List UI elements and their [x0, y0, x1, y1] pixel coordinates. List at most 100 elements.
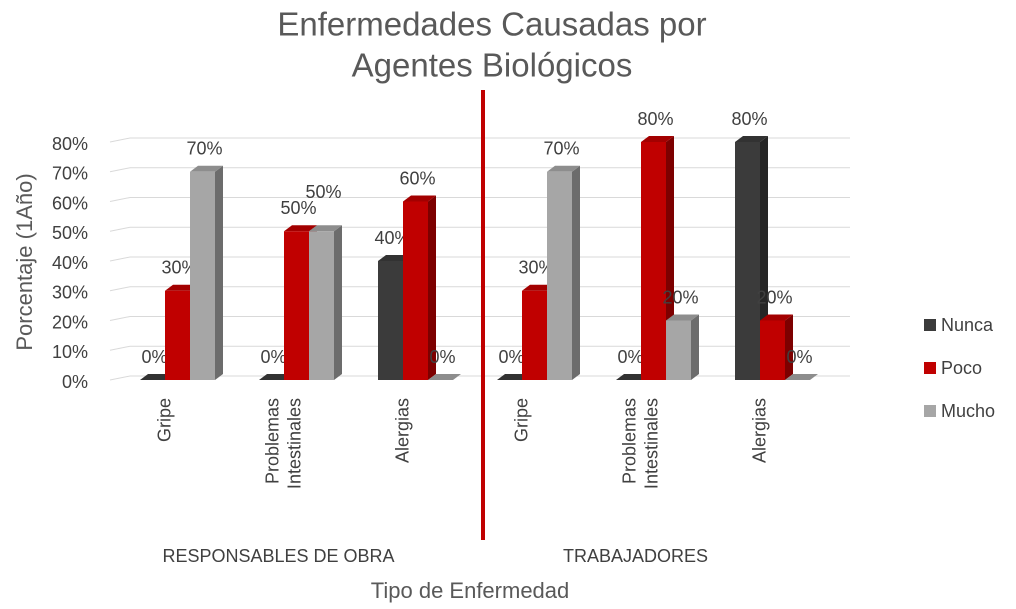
bar	[760, 314, 793, 380]
legend-label: Poco	[941, 358, 982, 378]
bar	[785, 374, 818, 380]
bar-face	[547, 171, 572, 380]
y-tick-label: 80%	[52, 134, 88, 154]
bar-face	[403, 201, 428, 380]
x-tick-label: Intestinales	[284, 398, 304, 489]
bar-face	[190, 171, 215, 380]
bar	[666, 314, 699, 380]
bar-face	[616, 374, 649, 380]
bar	[547, 165, 580, 380]
value-label: 0%	[786, 347, 812, 367]
y-tick-label: 40%	[52, 253, 88, 273]
grid-line	[109, 345, 131, 351]
bar-face	[760, 320, 785, 380]
value-label: 20%	[662, 287, 698, 307]
bar-face	[165, 284, 198, 291]
bar-face	[666, 314, 699, 321]
bar-face	[428, 195, 436, 380]
x-axis-label: Tipo de Enfermedad	[371, 578, 570, 603]
value-label: 70%	[186, 139, 222, 159]
x-tick-label: Alergias	[749, 398, 769, 463]
legend-label: Nunca	[941, 315, 994, 335]
x-tick-label: Gripe	[154, 398, 174, 442]
bar	[497, 374, 530, 380]
x-tick-label: Alergias	[392, 398, 412, 463]
bar-face	[572, 165, 580, 380]
y-tick-label: 60%	[52, 193, 88, 213]
value-label: 80%	[637, 109, 673, 129]
bar-face	[165, 290, 190, 380]
bar-face	[403, 195, 436, 202]
x-tick-label: Intestinales	[641, 398, 661, 489]
bar-face	[691, 314, 699, 380]
legend-label: Mucho	[941, 401, 995, 421]
grid-line	[109, 286, 131, 292]
value-label: 0%	[260, 347, 286, 367]
value-label: 0%	[141, 347, 167, 367]
bar-face	[547, 165, 580, 172]
y-tick-label: 30%	[52, 283, 88, 303]
chart-title: Enfermedades Causadas por	[277, 6, 706, 43]
legend-swatch	[924, 405, 936, 417]
chart-title: Agentes Biológicos	[352, 47, 633, 84]
bar-face	[378, 255, 411, 261]
value-label: 20%	[756, 287, 792, 307]
y-tick-label: 10%	[52, 342, 88, 362]
bar	[309, 225, 342, 380]
bar-face	[259, 374, 292, 380]
legend-swatch	[924, 319, 936, 331]
value-label: 30%	[161, 258, 197, 278]
bar-face	[735, 142, 760, 380]
y-tick-label: 20%	[52, 312, 88, 332]
bar	[616, 374, 649, 380]
x-tick-label: Problemas	[619, 398, 639, 484]
y-tick-label: 70%	[52, 164, 88, 184]
grid-line	[109, 167, 131, 173]
value-label: 0%	[498, 347, 524, 367]
bar-face	[785, 314, 793, 380]
value-label: 60%	[399, 168, 435, 188]
bar-face	[641, 142, 666, 380]
group-label: TRABAJADORES	[563, 546, 708, 566]
bar	[403, 195, 436, 380]
bar-face	[497, 374, 530, 380]
bar-face	[522, 284, 555, 291]
bar-face	[334, 225, 342, 380]
value-label: 30%	[518, 258, 554, 278]
value-label: 40%	[374, 228, 410, 248]
bar-face	[215, 165, 223, 380]
value-label: 0%	[429, 347, 455, 367]
bar	[428, 374, 461, 380]
grid-line	[109, 316, 131, 321]
legend-swatch	[924, 362, 936, 374]
value-label: 80%	[731, 109, 767, 129]
group-label: RESPONSABLES DE OBRA	[162, 546, 394, 566]
y-tick-label: 50%	[52, 223, 88, 243]
bar-face	[378, 261, 403, 380]
value-label: 50%	[280, 198, 316, 218]
x-tick-label: Gripe	[511, 398, 531, 442]
bar-face	[309, 225, 342, 232]
bar-face	[284, 231, 309, 380]
grid-line	[109, 197, 131, 202]
bar	[190, 165, 223, 380]
bar-face	[641, 136, 674, 142]
bar-face	[309, 231, 334, 380]
value-label: 70%	[543, 139, 579, 159]
bar	[259, 374, 292, 380]
y-axis-label: Porcentaje (1Año)	[12, 173, 37, 350]
bar-face	[666, 320, 691, 380]
grid-line	[109, 226, 131, 232]
bar-face	[428, 374, 461, 380]
value-label: 0%	[617, 347, 643, 367]
bar-face	[760, 314, 793, 321]
bar	[140, 374, 173, 380]
grid-line	[109, 256, 131, 262]
grid-line	[109, 375, 131, 381]
bar-face	[785, 374, 818, 380]
bar-face	[190, 165, 223, 172]
value-label: 50%	[305, 182, 341, 202]
grid-line	[109, 137, 131, 143]
x-tick-label: Problemas	[262, 398, 282, 484]
